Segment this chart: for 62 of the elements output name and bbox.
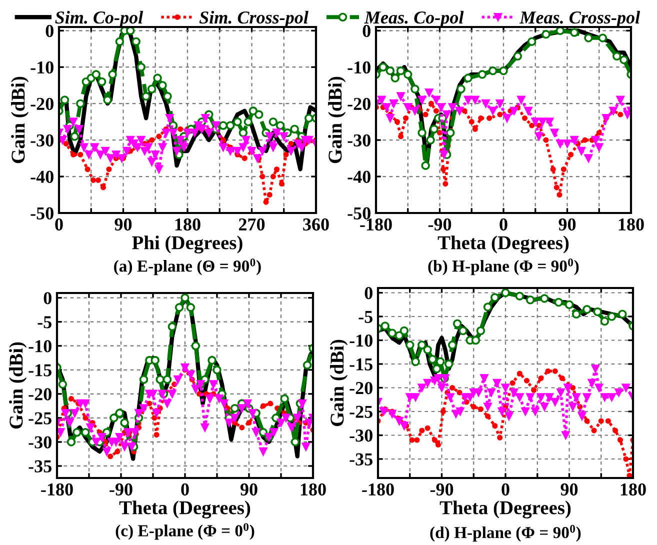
y-tick-label: -5	[38, 316, 52, 328]
y-tick-label: -40	[30, 170, 54, 183]
y-tick-label: -20	[28, 388, 52, 400]
y-tick-label: -20	[350, 382, 372, 394]
y-axis-title: Gain (dBi)	[9, 342, 27, 429]
x-axis-title: Theta (Degrees)	[438, 236, 569, 254]
y-axis-title: Gain (dBi)	[328, 76, 346, 164]
y-axis-title: Gain (dBi)	[330, 340, 348, 426]
y-tick-label: -10	[348, 61, 370, 74]
y-tick-label: -20	[348, 98, 370, 110]
text: (b) H-plane (Φ = 90$^{0}$)	[428, 258, 579, 276]
y-tick-label: -15	[350, 358, 372, 370]
y-tick-label: -50	[348, 207, 370, 220]
y-tick-label: 0	[46, 24, 54, 38]
y-tick-label: -50	[30, 207, 54, 220]
y-tick-label: -30	[28, 436, 52, 448]
x-axis-title: Phi (Degrees)	[132, 236, 242, 254]
x-tick-label: 180	[620, 483, 646, 496]
y-tick-label: -5	[358, 310, 372, 323]
x-tick-label: 90	[240, 483, 258, 496]
y-tick-label: -30	[30, 134, 54, 146]
text: (c) E-plane (Φ = 0$^{0}$)	[116, 523, 254, 540]
x-tick-label: -90	[430, 483, 454, 496]
y-tick-label: -40	[348, 170, 370, 183]
x-tick-label: 0	[500, 218, 508, 231]
y-tick-label: 0	[364, 287, 372, 300]
legend-label: Meas. Cross-pol	[519, 10, 640, 28]
x-tick-label: 180	[175, 218, 200, 231]
x-tick-label: 0	[55, 218, 63, 231]
x-tick-label: 0	[502, 483, 510, 496]
y-tick-label: -30	[350, 430, 372, 442]
x-tick-label: 90	[558, 218, 576, 231]
y-tick-label: -10	[30, 61, 54, 74]
x-tick-label: -180	[41, 483, 73, 496]
x-tick-label: -180	[362, 483, 394, 496]
y-axis-title: Gain (dBi)	[11, 76, 29, 164]
x-tick-label: 180	[300, 483, 326, 496]
y-tick-label: -25	[350, 406, 372, 418]
text: (d) H-plane (Φ = 90$^{0}$)	[430, 524, 581, 542]
y-tick-label: -30	[348, 134, 370, 146]
y-tick-label: -35	[28, 460, 52, 472]
x-tick-label: 270	[238, 218, 265, 231]
text: (a) E-plane (Θ = 90$^{0}$)	[114, 258, 261, 276]
y-tick-label: -20	[30, 98, 54, 110]
y-tick-label: -15	[28, 364, 52, 376]
x-tick-label: 360	[303, 218, 329, 231]
y-tick-label: -10	[350, 334, 372, 347]
x-tick-label: 90	[560, 483, 578, 496]
x-axis-title: Theta (Degrees)	[119, 500, 250, 518]
x-tick-label: 90	[114, 218, 132, 231]
x-tick-label: 0	[181, 483, 189, 496]
y-tick-label: -35	[350, 453, 372, 466]
x-axis-title: Theta (Degrees)	[440, 500, 571, 518]
y-tick-label: -10	[28, 340, 52, 352]
x-tick-label: -90	[428, 218, 452, 231]
x-tick-label: 180	[618, 218, 644, 231]
legend-label: Sim. Co-pol	[55, 10, 144, 28]
x-tick-label: -90	[110, 483, 132, 496]
y-tick-label: -25	[28, 412, 52, 424]
x-tick-label: -180	[360, 218, 392, 231]
legend-label: Sim. Cross-pol	[199, 10, 308, 28]
y-tick-label: 0	[44, 292, 52, 304]
